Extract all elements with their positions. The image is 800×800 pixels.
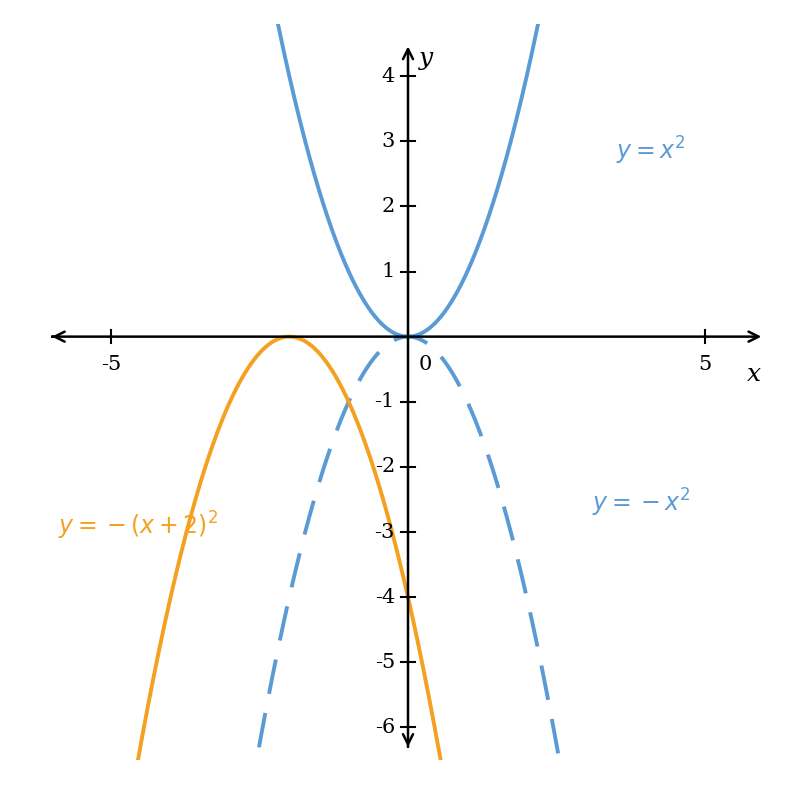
Text: -6: -6 xyxy=(374,718,395,737)
Text: 1: 1 xyxy=(382,262,395,281)
Text: 3: 3 xyxy=(382,132,395,150)
Text: -2: -2 xyxy=(374,458,395,477)
Text: $y = -(x + 2)^2$: $y = -(x + 2)^2$ xyxy=(58,510,218,542)
Text: -1: -1 xyxy=(374,392,395,411)
Text: 0: 0 xyxy=(418,355,432,374)
Text: 2: 2 xyxy=(382,197,395,216)
Text: -5: -5 xyxy=(101,355,122,374)
Text: 5: 5 xyxy=(698,355,711,374)
Text: 4: 4 xyxy=(382,66,395,86)
Text: -3: -3 xyxy=(374,522,395,542)
Text: $y = x^2$: $y = x^2$ xyxy=(616,135,686,167)
Text: -4: -4 xyxy=(374,588,395,606)
Text: x: x xyxy=(747,362,761,386)
Text: $y = -x^2$: $y = -x^2$ xyxy=(592,486,690,519)
Text: y: y xyxy=(418,46,433,70)
Text: -5: -5 xyxy=(374,653,395,672)
